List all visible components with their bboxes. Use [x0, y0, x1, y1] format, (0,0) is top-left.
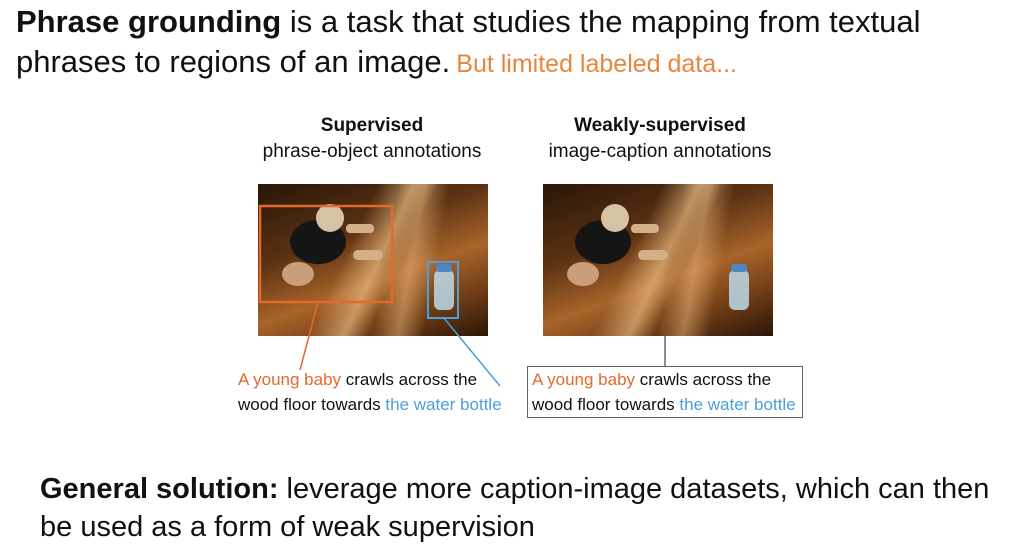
right-panel-header: Weakly-supervised image-caption annotati… — [510, 113, 810, 165]
general-solution: General solution: leverage more caption-… — [40, 470, 1020, 546]
right-caption: A young baby crawls across the wood floo… — [527, 366, 803, 418]
general-solution-text: leverage more caption-image datasets, wh… — [40, 473, 990, 543]
right-caption-bottle: the water bottle — [679, 395, 796, 414]
baby-connector-line — [299, 301, 319, 371]
baby-bounding-box — [258, 204, 394, 304]
baby-scene-illustration — [258, 204, 459, 319]
left-panel-header: Supervised phrase-object annotations — [222, 113, 522, 165]
right-caption-baby: A young baby — [532, 370, 636, 389]
left-photo — [258, 184, 488, 336]
general-solution-label: General solution: — [40, 473, 279, 505]
bottle-connector-line — [442, 316, 501, 387]
left-panel-subheading: phrase-object annotations — [262, 141, 482, 162]
intro-highlight: But limited labeled data... — [456, 50, 737, 78]
intro-title-rest: is a task that studies the mapping from … — [16, 4, 921, 79]
intro-title-bold: Phrase grounding — [16, 4, 282, 39]
left-caption: A young baby crawls across the wood floo… — [238, 367, 510, 417]
baby-scene-illustration-plain — [567, 204, 749, 310]
left-caption-middle: crawls across the wood floor towards — [238, 370, 478, 414]
right-photo — [543, 184, 773, 336]
left-caption-baby: A young baby — [238, 370, 342, 389]
right-panel-heading: Weakly-supervised — [574, 115, 746, 136]
left-caption-bottle: the water bottle — [385, 395, 502, 414]
right-caption-middle: crawls across the wood floor towards — [532, 370, 772, 414]
intro-paragraph: Phrase grounding is a task that studies … — [16, 2, 1016, 84]
right-panel-subheading: image-caption annotations — [548, 141, 772, 162]
left-panel-heading: Supervised — [320, 115, 424, 136]
